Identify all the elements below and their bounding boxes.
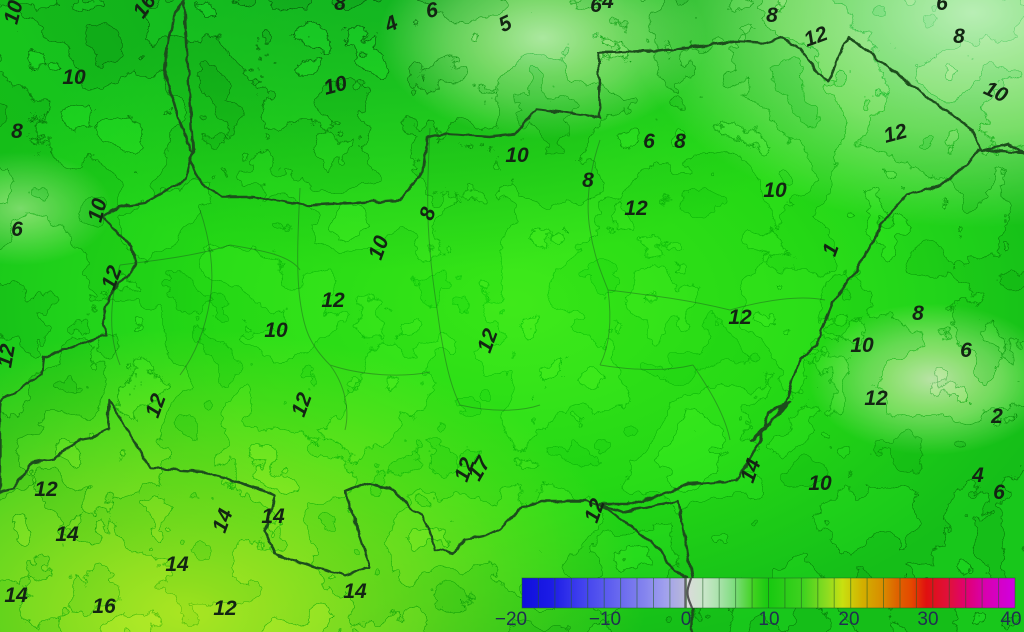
svg-text:14: 14: [343, 580, 367, 603]
svg-text:8: 8: [11, 120, 23, 143]
svg-text:2: 2: [990, 405, 1003, 428]
svg-text:1: 1: [818, 240, 844, 259]
svg-text:10: 10: [84, 196, 112, 225]
svg-text:12: 12: [213, 597, 237, 620]
svg-text:6: 6: [643, 130, 655, 153]
svg-text:10: 10: [850, 334, 874, 357]
svg-text:4: 4: [380, 11, 402, 37]
svg-text:16: 16: [129, 0, 161, 22]
svg-text:10: 10: [364, 233, 394, 263]
svg-text:12: 12: [801, 22, 831, 52]
svg-text:12: 12: [580, 496, 610, 526]
svg-text:14: 14: [208, 506, 238, 536]
svg-text:4: 4: [601, 0, 614, 13]
svg-text:12: 12: [97, 263, 127, 293]
svg-text:12: 12: [141, 391, 171, 421]
svg-text:8: 8: [334, 0, 346, 15]
svg-text:10: 10: [62, 66, 86, 89]
svg-text:12: 12: [881, 120, 910, 148]
svg-text:10: 10: [505, 144, 529, 167]
svg-text:14: 14: [165, 553, 189, 576]
svg-text:6: 6: [424, 0, 440, 23]
svg-text:12: 12: [287, 390, 317, 420]
svg-text:12: 12: [0, 342, 20, 369]
svg-text:6: 6: [11, 218, 23, 241]
svg-text:10: 10: [321, 72, 350, 100]
svg-text:12: 12: [473, 326, 503, 356]
svg-text:8: 8: [912, 302, 924, 325]
svg-text:12: 12: [34, 478, 58, 501]
svg-text:14: 14: [4, 584, 28, 607]
svg-text:8: 8: [674, 130, 686, 153]
svg-text:10: 10: [0, 0, 28, 27]
svg-text:4: 4: [971, 464, 984, 487]
svg-text:8: 8: [415, 204, 441, 223]
svg-text:14: 14: [55, 523, 79, 546]
svg-text:6: 6: [590, 0, 602, 17]
svg-text:6: 6: [993, 481, 1005, 504]
svg-text:12: 12: [321, 289, 345, 312]
svg-text:6: 6: [936, 0, 948, 15]
svg-text:5: 5: [495, 11, 516, 37]
svg-text:8: 8: [582, 169, 594, 192]
svg-text:10: 10: [763, 179, 787, 202]
svg-text:16: 16: [92, 595, 116, 618]
svg-text:6: 6: [960, 339, 972, 362]
svg-text:12: 12: [864, 387, 888, 410]
svg-text:10: 10: [264, 319, 288, 342]
svg-text:12: 12: [728, 306, 752, 329]
svg-text:8: 8: [766, 4, 778, 27]
svg-text:10: 10: [980, 77, 1011, 108]
svg-text:14: 14: [261, 505, 285, 528]
svg-text:12: 12: [624, 197, 648, 220]
svg-text:8: 8: [953, 25, 965, 48]
svg-text:14: 14: [736, 456, 766, 486]
svg-text:10: 10: [808, 472, 832, 495]
